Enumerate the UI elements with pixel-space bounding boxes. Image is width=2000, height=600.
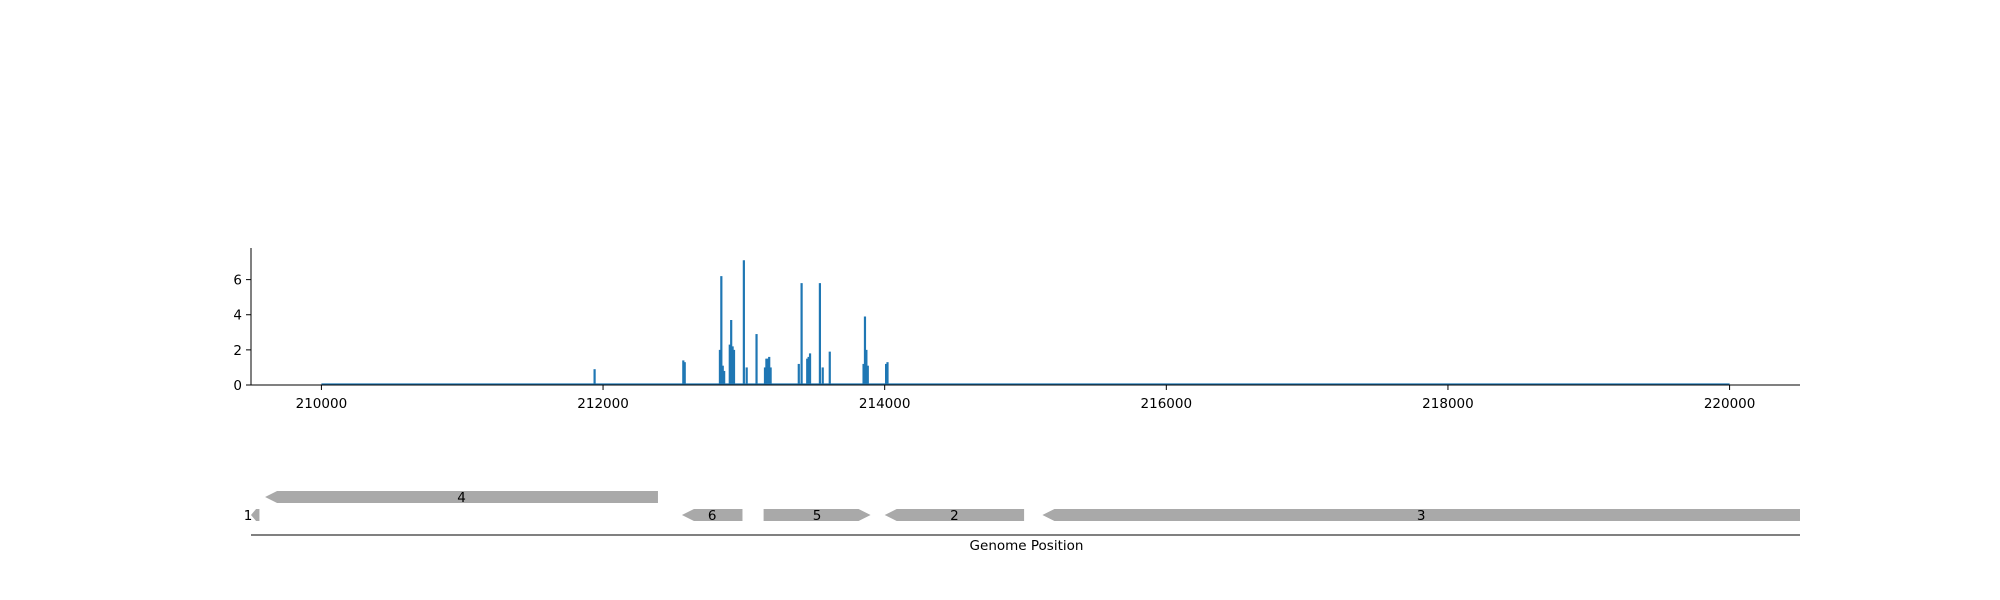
gene-arrow xyxy=(1042,509,1800,521)
gene-arrow xyxy=(884,509,1025,521)
y-tick-label: 4 xyxy=(233,308,242,324)
gene-arrow xyxy=(251,509,260,521)
gene-label: 2 xyxy=(950,508,959,524)
gene-track-panel: 1 4 6 5 2 3 Genome Position xyxy=(244,490,1800,554)
gene-label: 4 xyxy=(457,490,466,506)
gene-arrow xyxy=(681,509,743,521)
gene-arrow xyxy=(763,509,871,521)
y-tick-label: 2 xyxy=(233,343,242,359)
gene-label: 3 xyxy=(1417,508,1426,524)
x-tick-label: 220000 xyxy=(1704,396,1756,412)
x-tick-label: 216000 xyxy=(1141,396,1193,412)
x-tick-label: 218000 xyxy=(1422,396,1474,412)
gene-arrow xyxy=(265,491,658,503)
gene-label: 6 xyxy=(708,508,717,524)
x-tick-label: 210000 xyxy=(296,396,348,412)
gene-label: 5 xyxy=(813,508,822,524)
x-tick-label: 212000 xyxy=(577,396,629,412)
y-tick-label: 6 xyxy=(233,273,242,289)
gene-label: 1 xyxy=(244,508,253,524)
x-tick-label: 214000 xyxy=(859,396,911,412)
genome-position-label: Genome Position xyxy=(970,538,1084,554)
coverage-panel: 0 2 4 6 210000 212000 214000 216000 218000 220000 xyxy=(233,248,1800,412)
y-tick-label: 0 xyxy=(233,378,242,394)
